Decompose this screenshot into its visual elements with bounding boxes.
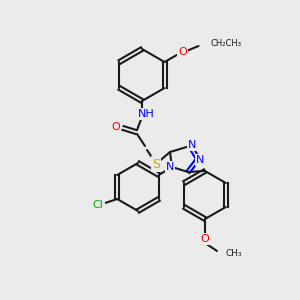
Text: O: O xyxy=(178,47,187,57)
Text: N: N xyxy=(166,162,174,172)
Text: N: N xyxy=(188,140,196,150)
Text: S: S xyxy=(152,158,160,170)
Text: Cl: Cl xyxy=(93,200,104,210)
Text: NH: NH xyxy=(138,109,154,119)
Text: CH₂CH₃: CH₂CH₃ xyxy=(211,38,242,47)
Text: O: O xyxy=(201,234,209,244)
Text: CH₃: CH₃ xyxy=(225,250,242,259)
Text: N: N xyxy=(196,155,204,165)
Text: O: O xyxy=(112,122,120,132)
